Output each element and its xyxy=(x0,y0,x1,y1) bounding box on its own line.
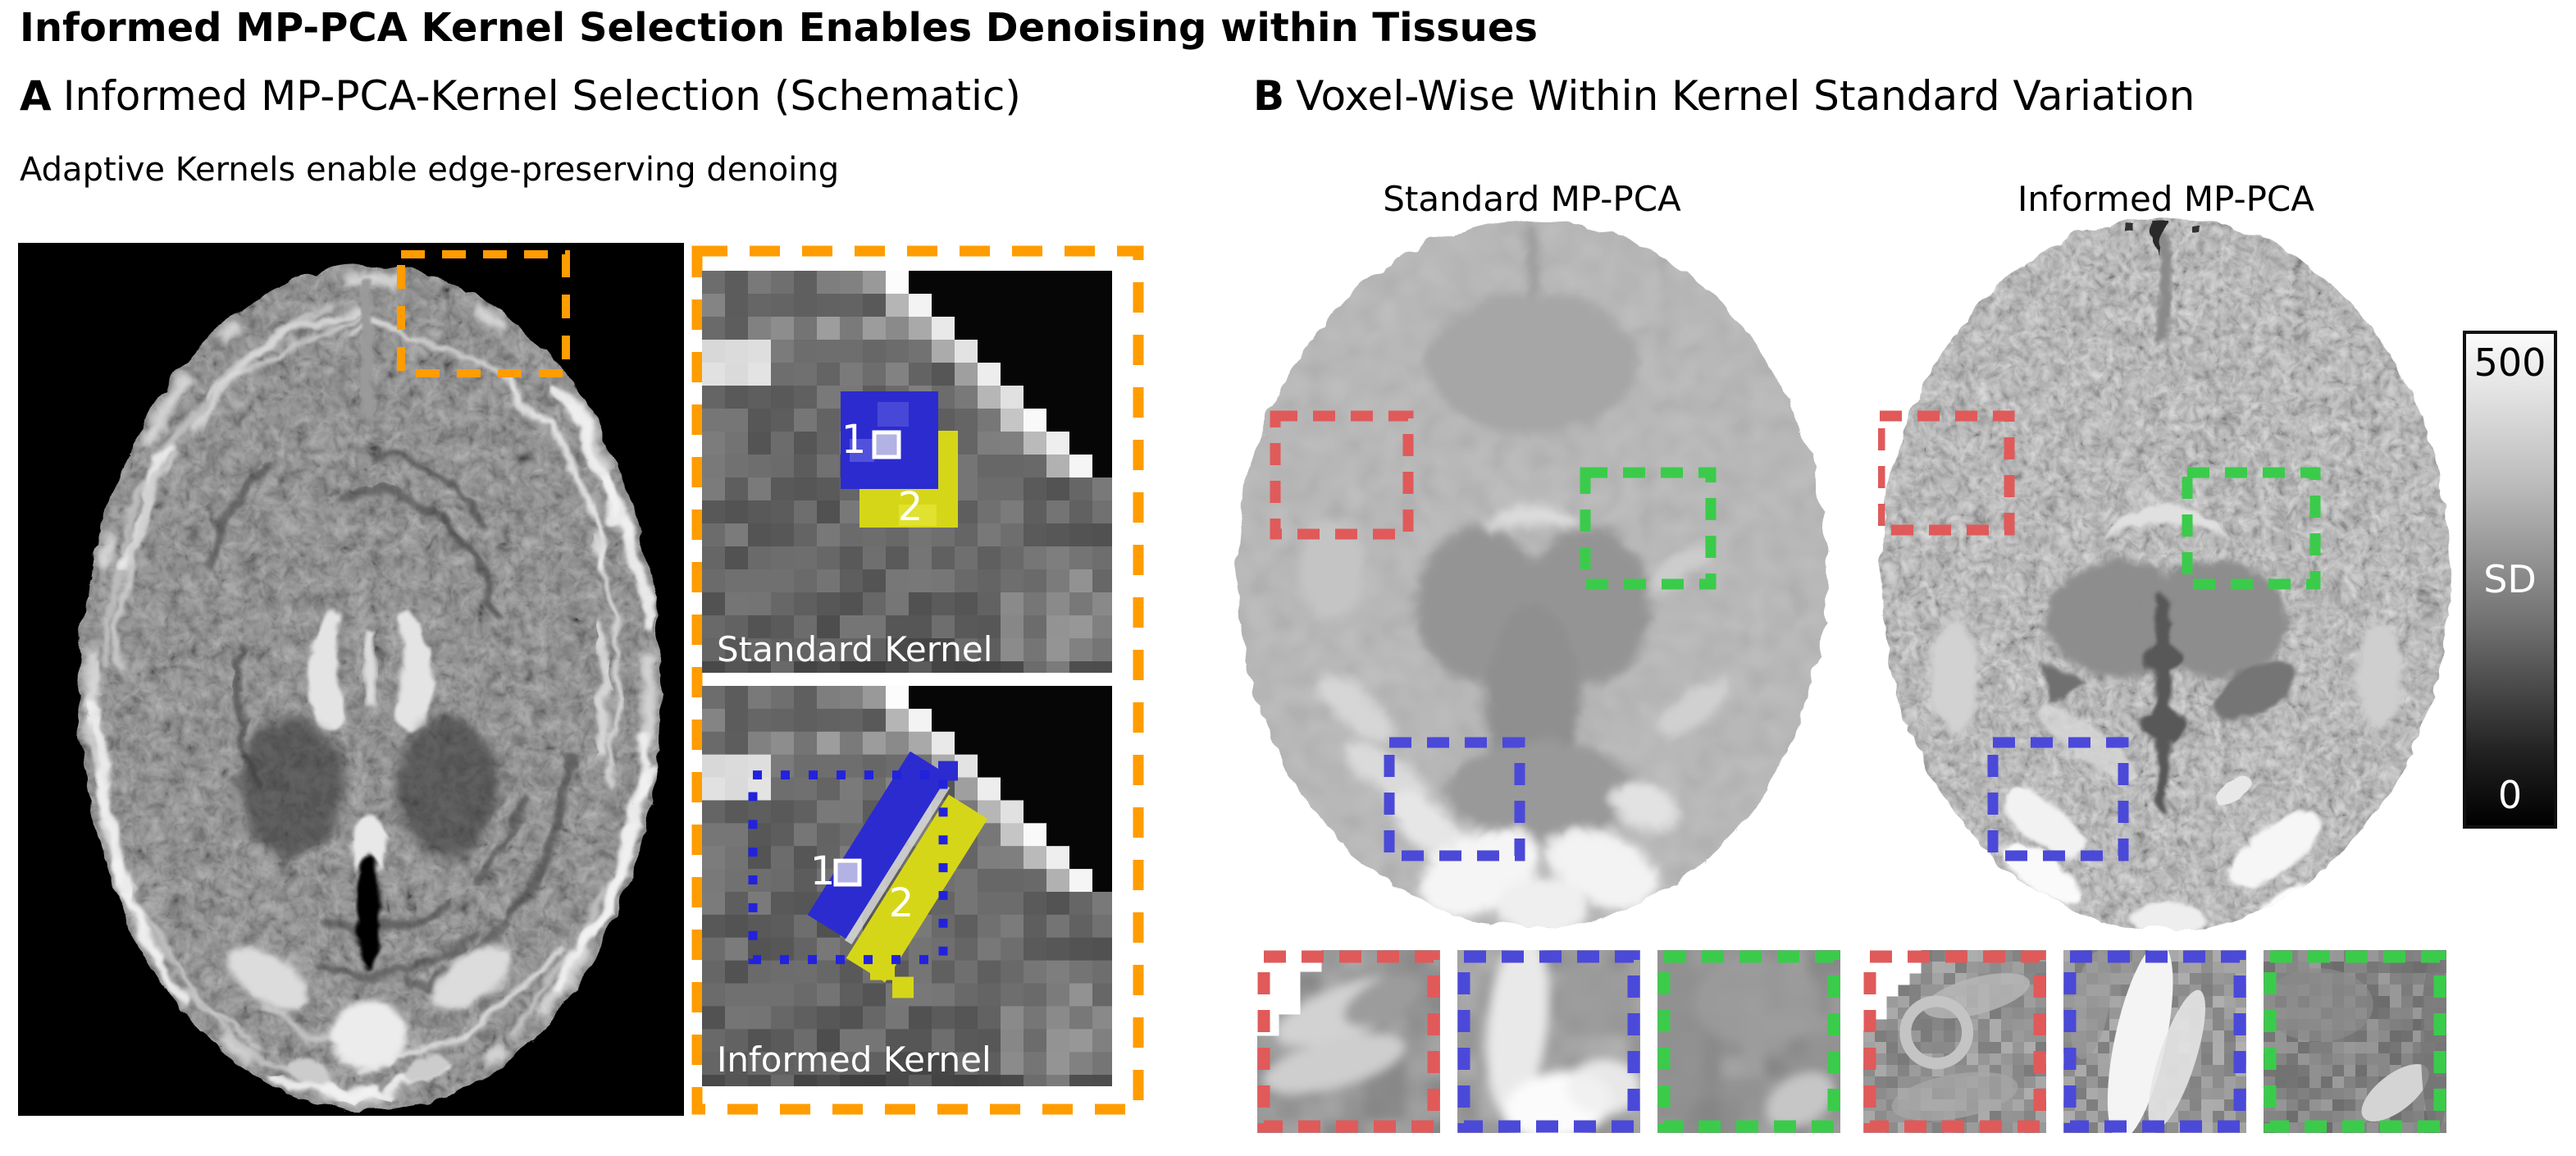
sd-map-informed-mppca xyxy=(1878,215,2447,927)
pixel-mosaic xyxy=(1657,950,1840,1133)
informed-kernel-caption: Informed Kernel xyxy=(717,1039,992,1080)
roi-red-box xyxy=(1878,410,2015,536)
standard-kernel-inset: 1 2 Standard Kernel xyxy=(702,271,1112,673)
pixel-mosaic xyxy=(2063,950,2246,1133)
panel-b-heading: Voxel-Wise Within Kernel Standard Variat… xyxy=(1296,72,2195,120)
figure-title: Informed MP-PCA Kernel Selection Enables… xyxy=(20,5,1538,51)
panel-a-heading: Informed MP-PCA-Kernel Selection (Schema… xyxy=(62,72,1021,120)
panel-b-label: B xyxy=(1253,72,1285,120)
kernel2-number: 2 xyxy=(889,881,914,926)
schematic-orange-border xyxy=(691,245,1144,1115)
inset-standard-blue-roi xyxy=(1457,950,1640,1133)
inset-informed-green-roi xyxy=(2264,950,2446,1133)
roi-green-box xyxy=(1580,467,1717,590)
pixel-mosaic xyxy=(2264,950,2446,1133)
standard-kernel-overlay: 1 2 xyxy=(841,391,958,530)
pixel-mosaic xyxy=(1863,950,2046,1133)
sd-colorbar: 500 SD 0 xyxy=(2463,331,2557,829)
kernel1-number: 1 xyxy=(841,417,867,463)
inset-standard-green-roi xyxy=(1657,950,1840,1133)
zoom-roi-orange-box xyxy=(397,250,570,377)
sd-map-standard-mppca xyxy=(1234,218,1825,924)
inset-informed-blue-roi xyxy=(2063,950,2246,1133)
roi-red-box xyxy=(1270,410,1414,540)
column-title-standard-mppca: Standard MP-PCA xyxy=(1383,179,1681,219)
informed-kernel-inset: 1 2 Informed Kernel xyxy=(702,686,1112,1086)
standard-kernel-caption: Standard Kernel xyxy=(717,629,992,669)
roi-blue-box xyxy=(1987,737,2129,861)
colorbar-axis-label: SD xyxy=(2483,557,2537,601)
center-voxel xyxy=(872,430,901,459)
cortex-sulci-texture xyxy=(82,299,654,1103)
column-title-informed-mppca: Informed MP-PCA xyxy=(2017,179,2314,219)
colorbar-min-label: 0 xyxy=(2497,773,2523,817)
kernel2-number: 2 xyxy=(898,484,923,530)
pixel-mosaic xyxy=(1457,950,1640,1133)
kernel-search-window-dotted-box xyxy=(748,770,948,965)
center-voxel xyxy=(833,858,862,887)
kernel2-band-yellow xyxy=(846,794,988,983)
colorbar-max-label: 500 xyxy=(2473,340,2546,385)
dark-ventricle-shape xyxy=(2137,587,2183,813)
inset-informed-red-roi xyxy=(1863,950,2046,1133)
kernel1-band-blue xyxy=(807,751,949,939)
brain-a-t2-image xyxy=(18,243,684,1116)
panel-a-subtitle: Adaptive Kernels enable edge-preserving … xyxy=(20,151,840,189)
pixel-mosaic xyxy=(1257,950,1440,1133)
panel-a-header: A Informed MP-PCA-Kernel Selection (Schem… xyxy=(20,72,1021,120)
informed-kernel-overlay: 1 2 xyxy=(748,751,988,998)
panel-a-label: A xyxy=(20,72,52,120)
roi-green-box xyxy=(2182,467,2321,590)
kernel1-number: 1 xyxy=(810,849,836,894)
inset-standard-red-roi xyxy=(1257,950,1440,1133)
panel-b-header: B Voxel-Wise Within Kernel Standard Varia… xyxy=(1253,72,2195,120)
roi-blue-box xyxy=(1384,737,1525,861)
